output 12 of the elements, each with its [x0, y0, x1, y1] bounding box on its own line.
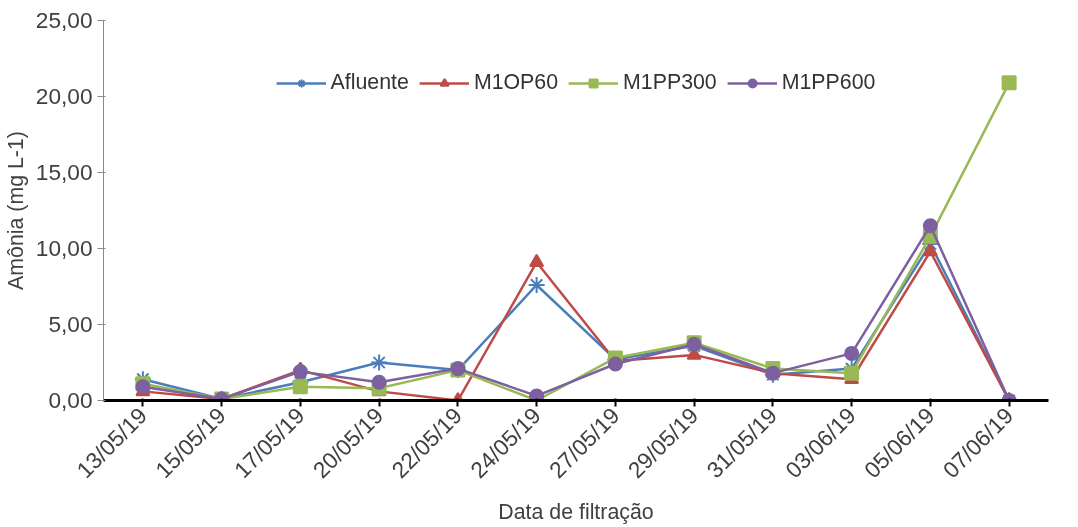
legend-label: M1OP60 — [473, 70, 559, 95]
y-tick-label: 25,00 — [35, 7, 93, 33]
y-tick-label: 15,00 — [35, 159, 93, 185]
y-tick-label: 20,00 — [35, 83, 93, 109]
x-axis-title: Data de filtração — [498, 500, 654, 525]
y-tick-label: 5,00 — [48, 311, 93, 337]
y-tick-label: 10,00 — [35, 235, 93, 261]
legend-label: Afluente — [330, 70, 409, 95]
legend-label: M1PP300 — [623, 70, 717, 95]
y-tick-label: 0,00 — [48, 387, 93, 413]
y-axis-title: Amônia (mg L-1) — [3, 131, 28, 290]
legend-label: M1PP600 — [781, 70, 876, 95]
